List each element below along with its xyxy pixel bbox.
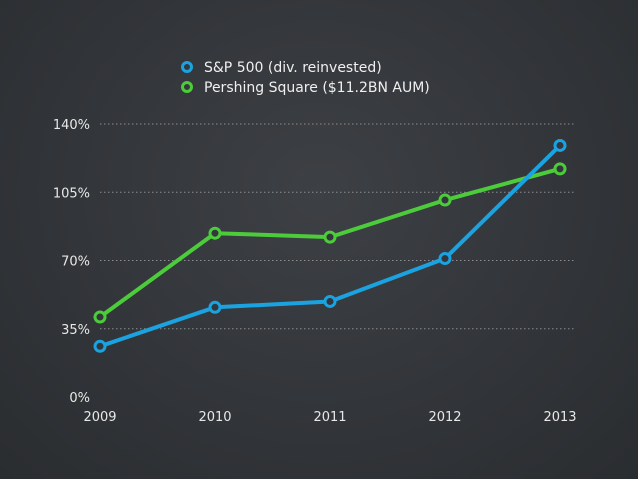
x-tick-label: 2013 — [543, 410, 576, 425]
x-tick-label: 2010 — [198, 410, 231, 425]
data-point — [93, 310, 107, 324]
y-tick-label: 0% — [69, 391, 90, 406]
data-point — [323, 294, 337, 308]
legend-label: Pershing Square ($11.2BN AUM) — [204, 80, 430, 96]
grid-layer — [100, 123, 574, 330]
legend: S&P 500 (div. reinvested) Pershing Square… — [181, 60, 430, 96]
x-tick-label: 2011 — [313, 410, 346, 425]
data-point — [438, 193, 452, 207]
y-tick-label: 140% — [53, 118, 90, 133]
data-point — [208, 226, 222, 240]
data-point — [553, 138, 567, 152]
series-line — [98, 143, 562, 349]
x-tick-label: 2012 — [428, 410, 461, 425]
legend-label: S&P 500 (div. reinvested) — [204, 60, 382, 76]
legend-marker — [181, 61, 193, 73]
x-tick-label: 2009 — [83, 410, 116, 425]
series-layer — [93, 138, 567, 353]
legend-marker — [181, 81, 193, 93]
data-point — [553, 162, 567, 176]
data-point — [438, 252, 452, 266]
y-tick-label: 105% — [53, 186, 90, 201]
data-point — [323, 230, 337, 244]
data-point — [208, 300, 222, 314]
tick-layer: 0% 35% 70% 105% 140% 2009 2010 2011 2012 2013 — [53, 118, 577, 425]
y-tick-label: 70% — [61, 255, 90, 270]
y-tick-label: 35% — [61, 323, 90, 338]
data-point — [93, 339, 107, 353]
